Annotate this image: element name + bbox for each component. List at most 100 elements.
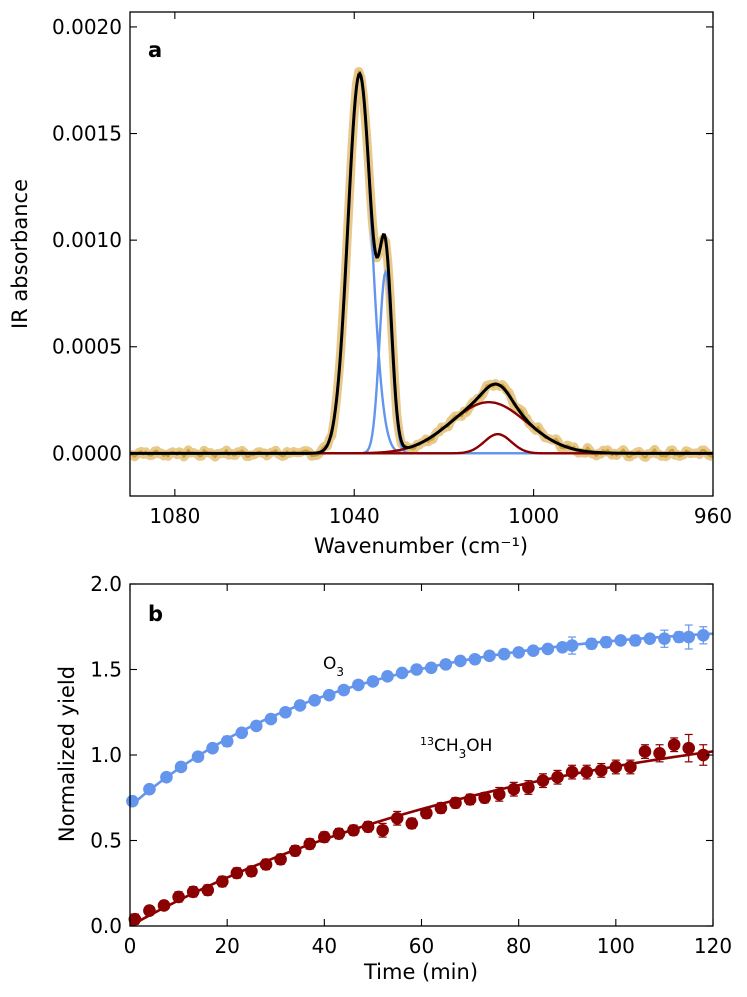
O3-point	[322, 688, 336, 702]
13CH3OH-point	[434, 801, 448, 815]
13CH3OH-point	[157, 899, 171, 912]
13CH3OH-point	[361, 820, 375, 834]
13CH3OH-point	[667, 738, 681, 752]
panel-a-ytick-label: 0.0015	[52, 122, 122, 146]
13CH3OH-point	[478, 791, 491, 805]
panel-a-spectrum: 1080 1040 1000 960 0.0000 0.0005 0.0010 0.0015 0…	[8, 11, 732, 558]
13CH3OH-point	[201, 883, 215, 897]
panel-b-points	[126, 624, 710, 926]
O3-point	[599, 635, 613, 649]
panel-a-ytick-label: 0.0020	[52, 15, 122, 39]
13CH3OH-point	[303, 837, 317, 851]
13CH3OH-point	[347, 823, 360, 837]
panel-a-ylabel: IR absorbance	[8, 179, 32, 329]
13CH3OH-point	[274, 853, 287, 866]
13CH3OH-point	[682, 741, 696, 755]
13CH3OH-point	[653, 746, 666, 760]
panel-b-ytick-label: 1.5	[90, 658, 122, 682]
panel-b-ytick-label: 0.0	[90, 914, 122, 938]
O3-point	[658, 632, 671, 646]
ch3oh-annotation: 13CH3OH	[420, 735, 492, 762]
panel-b-label: b	[148, 602, 163, 626]
13CH3OH-point	[551, 770, 564, 784]
o3-label-main: O	[323, 654, 336, 674]
O3-point	[468, 652, 482, 666]
O3-point	[352, 678, 365, 692]
13CH3OH-point	[449, 796, 462, 810]
panel-b-frame	[129, 583, 714, 927]
13CH3OH-point	[507, 782, 521, 796]
ch3oh-label-suffix: OH	[466, 736, 492, 756]
raw-spectrum-halo	[130, 66, 713, 462]
O3-point	[174, 760, 188, 774]
O3-point	[191, 750, 205, 764]
13CH3OH-fit-curve	[130, 750, 713, 926]
13CH3OH-point	[332, 827, 346, 840]
O3-point	[526, 644, 540, 657]
raw-spectrum	[130, 70, 713, 459]
13CH3OH-point	[376, 823, 389, 837]
O3-point	[556, 640, 569, 654]
panel-b-xtick-label: 80	[506, 934, 531, 958]
O3-point	[424, 661, 438, 675]
panel-a-frame	[129, 11, 714, 497]
13CH3OH-point	[318, 830, 331, 844]
panel-a-ticks: 1080 1040 1000 960 0.0000 0.0005 0.0010 0.0015 0…	[52, 12, 732, 528]
O3-fit-curve	[130, 632, 713, 808]
panel-b-xtick-label: 40	[312, 934, 337, 958]
ch3oh-label-sub: 3	[459, 747, 467, 761]
13CH3OH-point	[288, 844, 302, 858]
panel-a-xtick-label: 1000	[508, 504, 559, 528]
panel-b-xtick-label: 120	[694, 934, 732, 958]
O3-point	[512, 646, 525, 659]
13CH3OH-point	[463, 793, 477, 806]
ch3oh-label-main: CH	[434, 736, 459, 756]
13CH3OH-point	[405, 817, 419, 830]
panel-a-xlabel: Wavenumber (cm⁻¹)	[314, 534, 528, 558]
O3-point	[439, 658, 453, 671]
13CH3OH-point	[259, 858, 273, 871]
panel-b-xtick-label: 0	[124, 934, 137, 958]
O3-point	[366, 675, 380, 688]
13CH3OH-point	[609, 760, 623, 774]
O3-point	[293, 699, 307, 712]
ch3oh-label-prefix: 13	[420, 735, 434, 748]
O3-point	[235, 726, 249, 740]
O3-point	[206, 741, 219, 755]
13CH3OH-point	[594, 764, 608, 777]
panel-a-xtick-label: 1040	[329, 504, 380, 528]
panel-a-ytick-label: 0.0010	[52, 228, 122, 252]
panel-a-xtick-label: 1080	[149, 504, 200, 528]
panel-b-xtick-label: 20	[214, 934, 239, 958]
13CH3OH-point	[143, 904, 156, 917]
blue-component-2	[130, 268, 713, 455]
O3-point	[682, 630, 696, 644]
panel-a-label: a	[148, 38, 162, 62]
total-fit	[130, 71, 713, 455]
13CH3OH-point	[420, 806, 433, 820]
13CH3OH-point	[638, 745, 652, 758]
panel-b-xtick-label: 100	[597, 934, 635, 958]
O3-point	[220, 735, 234, 748]
O3-point	[160, 770, 173, 784]
O3-point	[497, 647, 511, 661]
panel-b-ticks: 0 20 40 60 80 100 120 0.0 0.5 1.0 1.5 2.0	[90, 572, 732, 958]
O3-point	[585, 637, 598, 651]
13CH3OH-point	[624, 760, 637, 774]
panel-b-ytick-label: 0.5	[90, 829, 122, 853]
O3-point	[143, 782, 156, 796]
13CH3OH-point	[128, 912, 142, 926]
panel-a-ytick-label: 0.0005	[52, 335, 122, 359]
O3-point	[395, 666, 409, 680]
13CH3OH-point	[696, 748, 710, 762]
O3-point	[696, 629, 710, 642]
O3-point	[614, 634, 627, 647]
O3-point	[250, 719, 263, 733]
13CH3OH-point	[565, 765, 579, 779]
13CH3OH-point	[216, 875, 229, 888]
O3-point	[126, 794, 139, 808]
O3-point	[643, 632, 657, 646]
13CH3OH-point	[580, 765, 593, 779]
blue-component-1	[130, 71, 713, 455]
